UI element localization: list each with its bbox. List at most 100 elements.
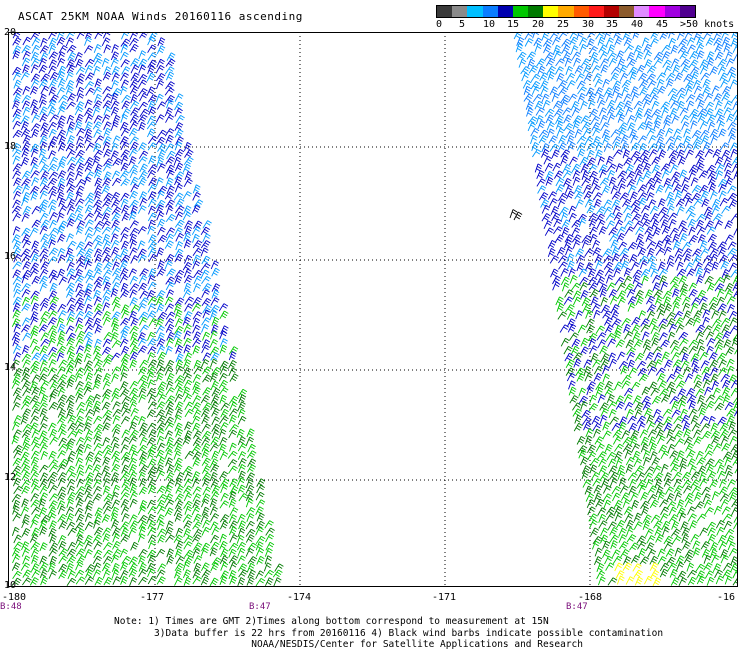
wind-barb [84, 204, 94, 214]
wind-barb [57, 505, 66, 515]
wind-barb [545, 171, 554, 180]
wind-barb [94, 423, 104, 432]
wind-barb [101, 465, 110, 475]
wind-barb [56, 36, 66, 46]
wind-barb [670, 100, 680, 109]
wind-barb [608, 465, 618, 474]
wind-barb [583, 73, 593, 82]
wind-barb [111, 423, 122, 432]
wind-barb [93, 549, 103, 559]
wind-barb [129, 164, 139, 173]
wind-barb [56, 87, 66, 96]
wind-barb [592, 536, 603, 545]
wind-barb [618, 422, 627, 431]
wind-barb [209, 443, 220, 452]
wind-barb [128, 471, 138, 481]
wind-barb [13, 87, 23, 96]
wind-barb [700, 135, 710, 144]
wind-barb [651, 332, 660, 341]
wind-barb [92, 100, 103, 109]
legend-swatch [649, 6, 665, 17]
wind-barb [39, 520, 48, 530]
wind-barb [166, 169, 175, 179]
wind-barb [727, 541, 736, 551]
wind-barb [666, 501, 677, 510]
wind-barb [83, 386, 93, 396]
wind-barb [575, 199, 584, 208]
wind-barb [192, 303, 202, 312]
wind-barb [138, 101, 149, 110]
wind-barb [635, 226, 645, 235]
wind-barb [39, 464, 49, 473]
wind-barb [535, 107, 545, 116]
wind-barb [192, 233, 200, 243]
wind-barb [121, 100, 131, 110]
wind-barb [175, 401, 184, 411]
wind-barb [165, 380, 174, 390]
wind-barb [568, 386, 577, 396]
wind-barb [220, 548, 229, 558]
wind-barb [609, 295, 619, 305]
wind-barb [174, 437, 184, 446]
wind-barb [646, 311, 656, 320]
legend-swatch [634, 6, 650, 17]
wind-barb [723, 562, 733, 572]
wind-barb [699, 59, 709, 69]
wind-barb [139, 436, 148, 446]
wind-barb [192, 374, 202, 383]
wind-barb [83, 366, 93, 376]
wind-barb [570, 45, 579, 55]
wind-barb [634, 113, 643, 123]
wind-barb [636, 360, 647, 369]
wind-barb [652, 282, 661, 292]
wind-barb [102, 93, 113, 102]
wind-barb [193, 199, 204, 208]
wind-barb [148, 318, 158, 327]
wind-barb [639, 260, 648, 270]
wind-barb [717, 59, 728, 68]
wind-barb [137, 226, 148, 235]
wind-barb [94, 324, 103, 334]
wind-barb [650, 569, 660, 579]
wind-barb [567, 260, 575, 270]
wind-barb [21, 541, 30, 551]
wind-barb [200, 547, 209, 557]
wind-barb [175, 241, 184, 251]
wind-barb [130, 331, 138, 341]
wind-barb [691, 297, 701, 306]
wind-barb [66, 64, 76, 74]
wind-barb [653, 472, 664, 481]
wind-barb [720, 499, 730, 508]
wind-barb [581, 235, 592, 244]
wind-barb [639, 429, 649, 439]
wind-barb [573, 352, 583, 361]
wind-barb [193, 430, 203, 439]
wind-barb [688, 339, 699, 348]
wind-barb [165, 205, 174, 215]
wind-barb [644, 114, 653, 124]
wind-barb [584, 485, 593, 495]
wind-barb [670, 44, 679, 54]
wind-barb [30, 123, 41, 132]
wind-barb [561, 44, 571, 54]
wind-barb [209, 304, 220, 313]
wind-barb [629, 254, 638, 263]
wind-barb [624, 387, 634, 397]
wind-barb [84, 505, 93, 515]
wind-barb [626, 171, 636, 180]
wind-barb [137, 74, 148, 83]
wind-barb [75, 142, 85, 151]
wind-barb [607, 170, 616, 179]
wind-barb [31, 386, 40, 396]
wind-barb [92, 121, 103, 130]
wind-barb [31, 219, 41, 228]
wind-barb [182, 386, 191, 396]
wind-barb [103, 493, 114, 502]
wind-barb [683, 554, 694, 564]
wind-barb [119, 121, 129, 131]
wind-barb [39, 225, 49, 235]
wind-barb [147, 346, 157, 355]
wind-barb [66, 59, 75, 68]
wind-barb [65, 191, 75, 201]
wind-barb [21, 227, 31, 236]
